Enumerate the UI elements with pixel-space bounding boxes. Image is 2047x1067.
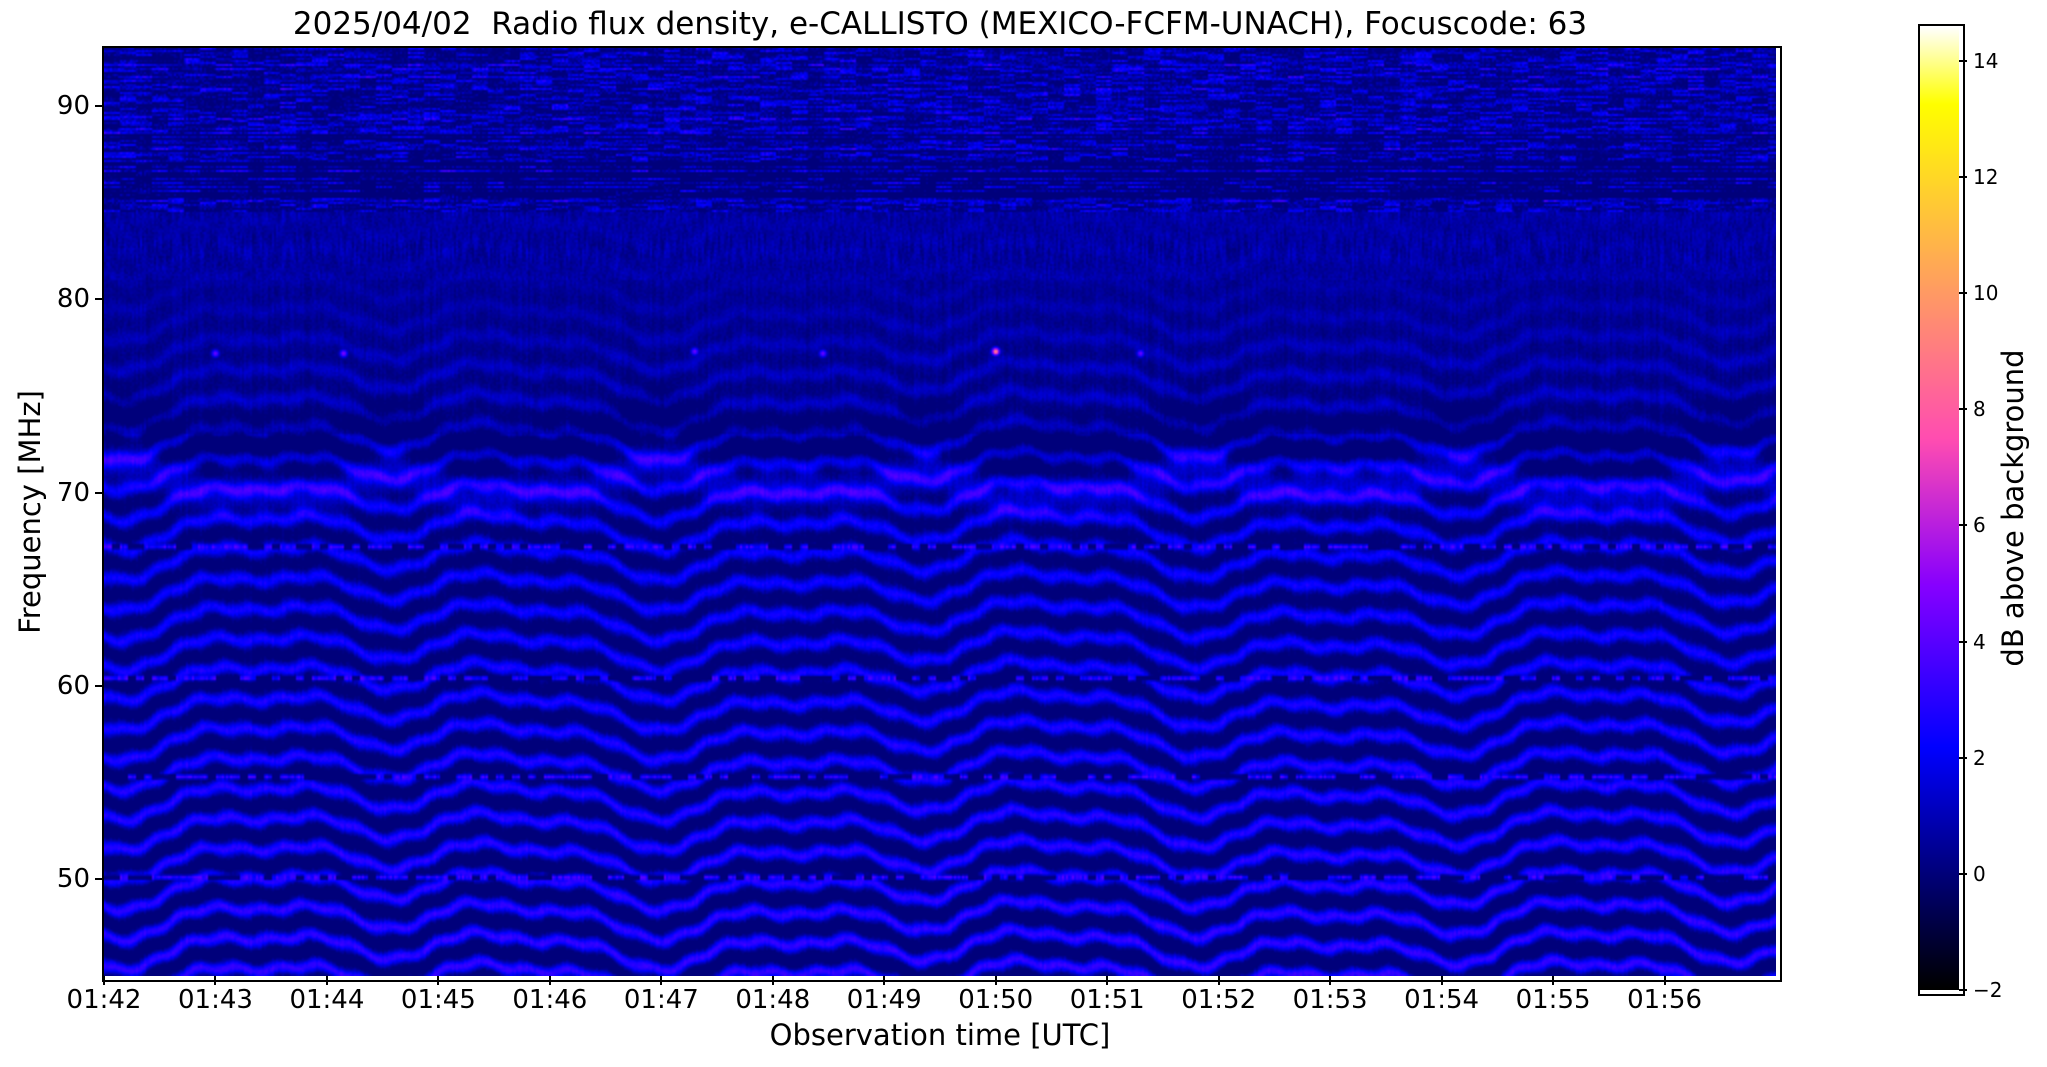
colorbar-tick-label: −2 xyxy=(1973,978,2003,1002)
y-tick-mark xyxy=(95,685,104,687)
y-tick-label: 80 xyxy=(56,284,90,315)
x-tick-mark xyxy=(548,976,551,985)
x-tick-label: 01:46 xyxy=(512,985,588,1015)
x-tick-label: 01:53 xyxy=(1292,985,1368,1015)
x-tick-label: 01:55 xyxy=(1515,985,1591,1015)
colorbar-tick-mark xyxy=(1959,59,1967,62)
x-tick-mark xyxy=(214,976,217,985)
colorbar-tick-label: 2 xyxy=(1973,745,1986,770)
colorbar-tick-mark xyxy=(1959,408,1967,411)
x-tick-label: 01:44 xyxy=(289,985,365,1015)
colorbar-tick-label: 0 xyxy=(1973,861,1986,886)
spectrogram-heatmap xyxy=(104,48,1776,976)
x-tick-mark xyxy=(660,976,663,985)
x-tick-label: 01:49 xyxy=(846,985,922,1015)
x-tick-mark xyxy=(103,976,105,985)
x-tick-mark xyxy=(994,976,997,985)
colorbar-tick-mark xyxy=(1959,640,1967,643)
x-tick-mark xyxy=(1552,976,1555,985)
colorbar-tick-mark xyxy=(1959,989,1967,991)
x-tick-label: 01:51 xyxy=(1069,985,1145,1015)
x-tick-mark xyxy=(325,976,328,985)
x-tick-label: 01:48 xyxy=(735,985,811,1015)
x-tick-mark xyxy=(437,976,440,985)
y-tick-label: 50 xyxy=(56,864,90,895)
colorbar-tick-label: 12 xyxy=(1973,164,1999,189)
colorbar-tick-mark xyxy=(1959,756,1967,759)
x-tick-label: 01:45 xyxy=(400,985,476,1015)
x-axis-label: Observation time [UTC] xyxy=(769,1018,1111,1052)
colorbar-tick-mark xyxy=(1959,292,1967,295)
x-tick-label: 01:42 xyxy=(66,985,142,1015)
colorbar-tick-mark xyxy=(1959,872,1967,875)
x-tick-mark xyxy=(883,976,886,985)
x-tick-label: 01:50 xyxy=(958,985,1034,1015)
colorbar-gradient xyxy=(1920,26,1959,990)
y-axis-label: Frequency [MHz] xyxy=(13,390,47,634)
colorbar-tick-label: 8 xyxy=(1973,397,1986,422)
x-tick-mark xyxy=(1440,976,1443,985)
colorbar-tick-label: 6 xyxy=(1973,513,1986,538)
colorbar-tick-label: 14 xyxy=(1973,48,1999,73)
x-tick-label: 01:52 xyxy=(1181,985,1257,1015)
x-tick-label: 01:56 xyxy=(1627,985,1702,1015)
chart-title: 2025/04/02 Radio flux density, e-CALLIST… xyxy=(292,6,1588,42)
x-tick-mark xyxy=(1663,976,1666,985)
y-tick-mark xyxy=(95,298,104,301)
y-tick-mark xyxy=(95,105,104,107)
x-tick-mark xyxy=(771,976,774,985)
y-tick-mark xyxy=(95,878,104,881)
x-tick-label: 01:43 xyxy=(177,985,253,1015)
colorbar-tick-mark xyxy=(1959,175,1967,178)
colorbar-tick-label: 10 xyxy=(1973,281,1999,306)
y-tick-label: 70 xyxy=(56,477,90,508)
x-tick-mark xyxy=(1217,976,1220,985)
x-tick-mark xyxy=(1106,976,1109,985)
colorbar-tick-mark xyxy=(1959,524,1967,527)
y-tick-label: 90 xyxy=(56,91,90,121)
x-tick-mark xyxy=(1329,976,1332,985)
colorbar-tick-label: 4 xyxy=(1973,629,1986,654)
x-tick-label: 01:54 xyxy=(1404,985,1480,1015)
y-tick-label: 60 xyxy=(56,671,90,701)
colorbar-label: dB above background xyxy=(1996,349,2030,667)
x-tick-label: 01:47 xyxy=(623,985,699,1015)
y-tick-mark xyxy=(95,491,104,494)
